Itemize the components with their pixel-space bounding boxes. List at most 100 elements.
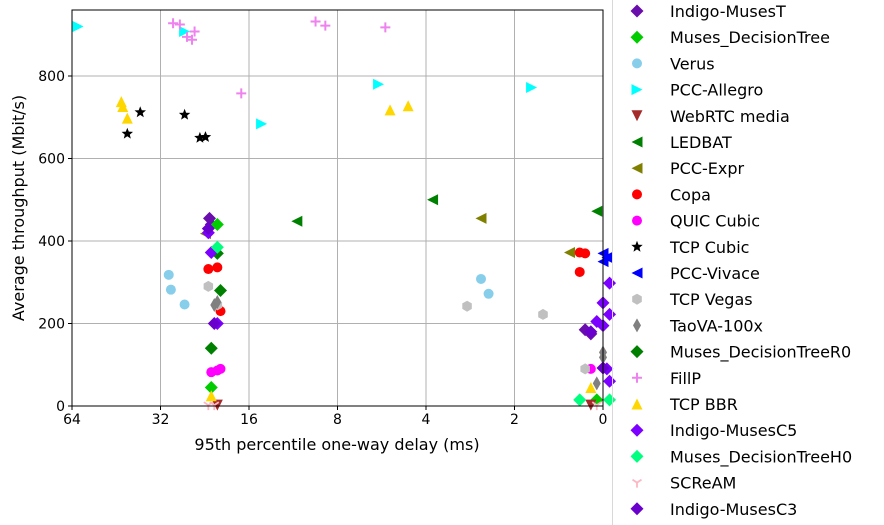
x-tick-label: 32: [152, 412, 170, 428]
point-fillp: [320, 20, 331, 31]
legend-label-muses-decisiontreer0: Muses_DecisionTreeR0: [670, 343, 851, 363]
point-indigo-musesc5: [603, 276, 617, 290]
legend-label-pcc-expr: PCC-Expr: [670, 159, 745, 178]
point-pcc-vivace: [601, 252, 613, 263]
legend-label-indigo-musesc5: Indigo-MusesC5: [670, 421, 797, 440]
legend-marker-fillp: [632, 372, 642, 383]
point-copa: [212, 262, 223, 273]
legend-label-tcp-cubic: TCP Cubic: [669, 238, 749, 257]
legend-marker-tcp-bbr: [631, 398, 643, 410]
point-copa: [203, 264, 214, 275]
x-tick-label: 8: [333, 412, 342, 428]
point-fillp: [182, 31, 193, 42]
point-copa: [574, 266, 585, 277]
point-indigo-musesc5: [603, 374, 617, 388]
point-muses-decisiontreer0: [214, 284, 228, 297]
legend-label-verus: Verus: [670, 54, 715, 73]
legend-marker-indigo-musesc5: [630, 423, 644, 437]
legend-label-muses-decisiontreeh0: Muses_DecisionTreeH0: [670, 447, 852, 467]
point-fillp: [380, 22, 391, 33]
legend-marker-indigo-musest: [630, 4, 644, 18]
legend-marker-quic-cubic: [632, 215, 642, 226]
point-tcp-cubic: [199, 131, 212, 142]
point-pcc-allegro: [72, 21, 84, 32]
x-tick-label: 4: [422, 412, 431, 428]
legend-marker-muses-decisiontreer0: [630, 345, 644, 359]
point-pcc-allegro: [256, 118, 268, 130]
point-muses-decisiontreeh0: [210, 240, 224, 254]
point-tcp-cubic: [178, 108, 191, 120]
point-muses-decisiontree: [204, 380, 218, 394]
legend-marker-tcp-vegas: [632, 293, 642, 305]
legend: Indigo-MusesT Muses_DecisionTree Verus PCC-…: [630, 2, 852, 519]
point-tcp-bbr: [117, 101, 129, 113]
point-tcp-vegas: [203, 280, 214, 292]
legend-label-webrtc-media: WebRTC media: [670, 107, 790, 126]
point-tcp-vegas: [538, 308, 548, 320]
legend-marker-scream: [632, 478, 642, 488]
point-pcc-expr: [475, 212, 487, 224]
point-pcc-allegro: [179, 25, 191, 37]
legend-label-copa: Copa: [670, 185, 711, 204]
point-fillp: [168, 18, 179, 29]
point-tcp-vegas: [462, 300, 472, 312]
legend-label-pcc-vivace: PCC-Vivace: [670, 264, 760, 283]
point-fillp: [236, 88, 247, 99]
legend-label-ledbat: LEDBAT: [670, 133, 732, 152]
legend-marker-ledbat: [631, 136, 643, 148]
point-tcp-cubic: [134, 106, 146, 118]
x-axis-label: 95th percentile one-way delay (ms): [194, 435, 479, 454]
y-tick-label: 0: [56, 399, 65, 415]
legend-label-tcp-vegas: TCP Vegas: [669, 290, 753, 309]
point-fillp: [187, 34, 198, 45]
x-tick-label: 64: [63, 412, 81, 428]
legend-marker-taova-100x: [633, 318, 641, 333]
point-tcp-bbr: [205, 390, 217, 402]
point-indigo-musesc3: [584, 325, 598, 339]
point-taova-100x: [592, 376, 601, 391]
point-muses-decisiontreeh0: [603, 393, 617, 407]
point-tcp-bbr: [402, 100, 414, 112]
legend-marker-pcc-vivace: [631, 267, 643, 279]
y-tick-label: 600: [38, 152, 65, 168]
point-tcp-cubic: [194, 131, 206, 143]
point-indigo-musest: [203, 211, 217, 225]
grid: [72, 10, 603, 406]
point-copa: [580, 248, 591, 259]
legend-label-tcp-bbr: TCP BBR: [669, 395, 738, 414]
legend-label-indigo-musesc3: Indigo-MusesC3: [670, 500, 797, 519]
legend-label-indigo-musest: Indigo-MusesT: [670, 2, 786, 21]
point-quic-cubic: [215, 363, 226, 374]
point-indigo-musesc5: [603, 307, 617, 321]
legend-label-taova-100x: TaoVA-100x: [669, 316, 763, 335]
y-tick-label: 400: [38, 234, 65, 250]
legend-marker-indigo-musesc3: [630, 502, 644, 516]
legend-label-quic-cubic: QUIC Cubic: [670, 212, 760, 231]
legend-label-fillp: FillP: [670, 369, 701, 388]
legend-label-scream: SCReAM: [670, 474, 736, 493]
legend-marker-muses-decisiontreeh0: [630, 449, 644, 463]
point-verus: [163, 269, 174, 280]
point-ledbat: [427, 194, 439, 206]
legend-marker-copa: [632, 189, 642, 200]
point-tcp-vegas: [580, 363, 590, 375]
point-verus: [483, 288, 494, 299]
point-tcp-cubic: [121, 127, 133, 139]
legend-label-pcc-allegro: PCC-Allegro: [670, 81, 763, 100]
point-webrtc-media: [585, 399, 597, 411]
point-verus: [476, 273, 487, 284]
point-muses-decisiontree: [210, 218, 224, 231]
point-webrtc-media: [211, 399, 223, 411]
legend-label-muses-decisiontree: Muses_DecisionTree: [670, 28, 830, 48]
point-pcc-allegro: [526, 82, 538, 94]
y-axis-label: Average throughput (Mbit/s): [9, 95, 28, 321]
legend-marker-webrtc-media: [631, 110, 643, 122]
point-indigo-musesc3: [207, 317, 221, 330]
point-ledbat: [291, 215, 303, 227]
legend-marker-pcc-expr: [631, 162, 643, 174]
point-fillp: [174, 19, 185, 30]
y-tick-label: 800: [38, 69, 65, 85]
point-taova-100x: [213, 295, 222, 310]
point-indigo-musesc3: [201, 222, 215, 236]
